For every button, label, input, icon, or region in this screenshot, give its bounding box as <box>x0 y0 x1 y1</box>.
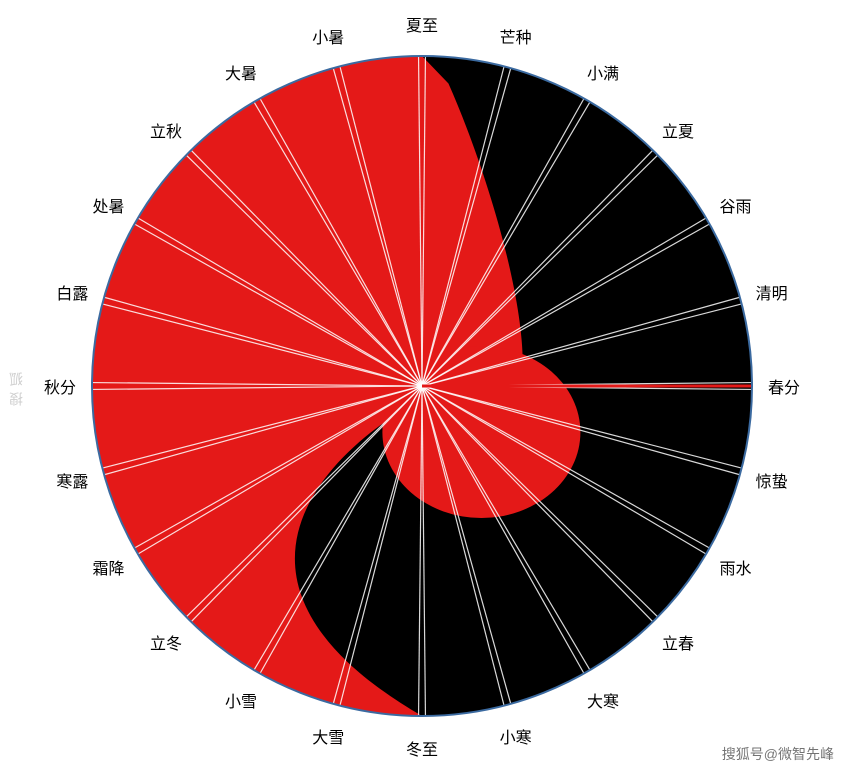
solar-term-label: 立夏 <box>662 118 694 142</box>
solar-term-label: 大暑 <box>225 60 257 84</box>
solar-term-label: 大寒 <box>587 688 619 712</box>
solar-term-label: 秋分 <box>44 374 76 398</box>
solar-term-label: 大雪 <box>312 724 344 748</box>
solar-term-label: 芒种 <box>500 24 532 48</box>
solar-term-label: 寒露 <box>56 468 88 492</box>
taiji-chart <box>0 0 844 772</box>
solar-term-label: 雨水 <box>719 555 751 579</box>
solar-term-label: 冬至 <box>406 736 438 760</box>
solar-term-label: 处暑 <box>92 193 124 217</box>
watermark-left: 搜狐 <box>6 366 26 406</box>
solar-term-label: 谷雨 <box>719 193 751 217</box>
solar-term-label: 小雪 <box>225 688 257 712</box>
solar-term-label: 小暑 <box>312 24 344 48</box>
watermark-bottom-right: 搜狐号@微智先峰 <box>722 744 834 764</box>
solar-term-label: 白露 <box>56 280 88 304</box>
solar-term-label: 清明 <box>756 280 788 304</box>
diagram-stage: 夏至芒种小满立夏谷雨清明春分惊蛰雨水立春大寒小寒冬至 大雪 小雪 立冬 霜降 寒露 秋分 白露… <box>0 0 844 772</box>
solar-term-label: 霜降 <box>92 555 124 579</box>
solar-term-label: 小寒 <box>500 724 532 748</box>
watermark-prefix: 搜狐号 <box>722 746 764 762</box>
solar-term-label: 立春 <box>662 630 694 654</box>
watermark-author: @微智先峰 <box>764 746 834 762</box>
solar-term-label: 春分 <box>768 374 800 398</box>
solar-term-label: 立秋 <box>150 118 182 142</box>
solar-term-label: 夏至 <box>406 12 438 36</box>
solar-term-label: 立冬 <box>150 630 182 654</box>
solar-term-label: 小满 <box>587 60 619 84</box>
solar-term-label: 惊蛰 <box>756 468 788 492</box>
